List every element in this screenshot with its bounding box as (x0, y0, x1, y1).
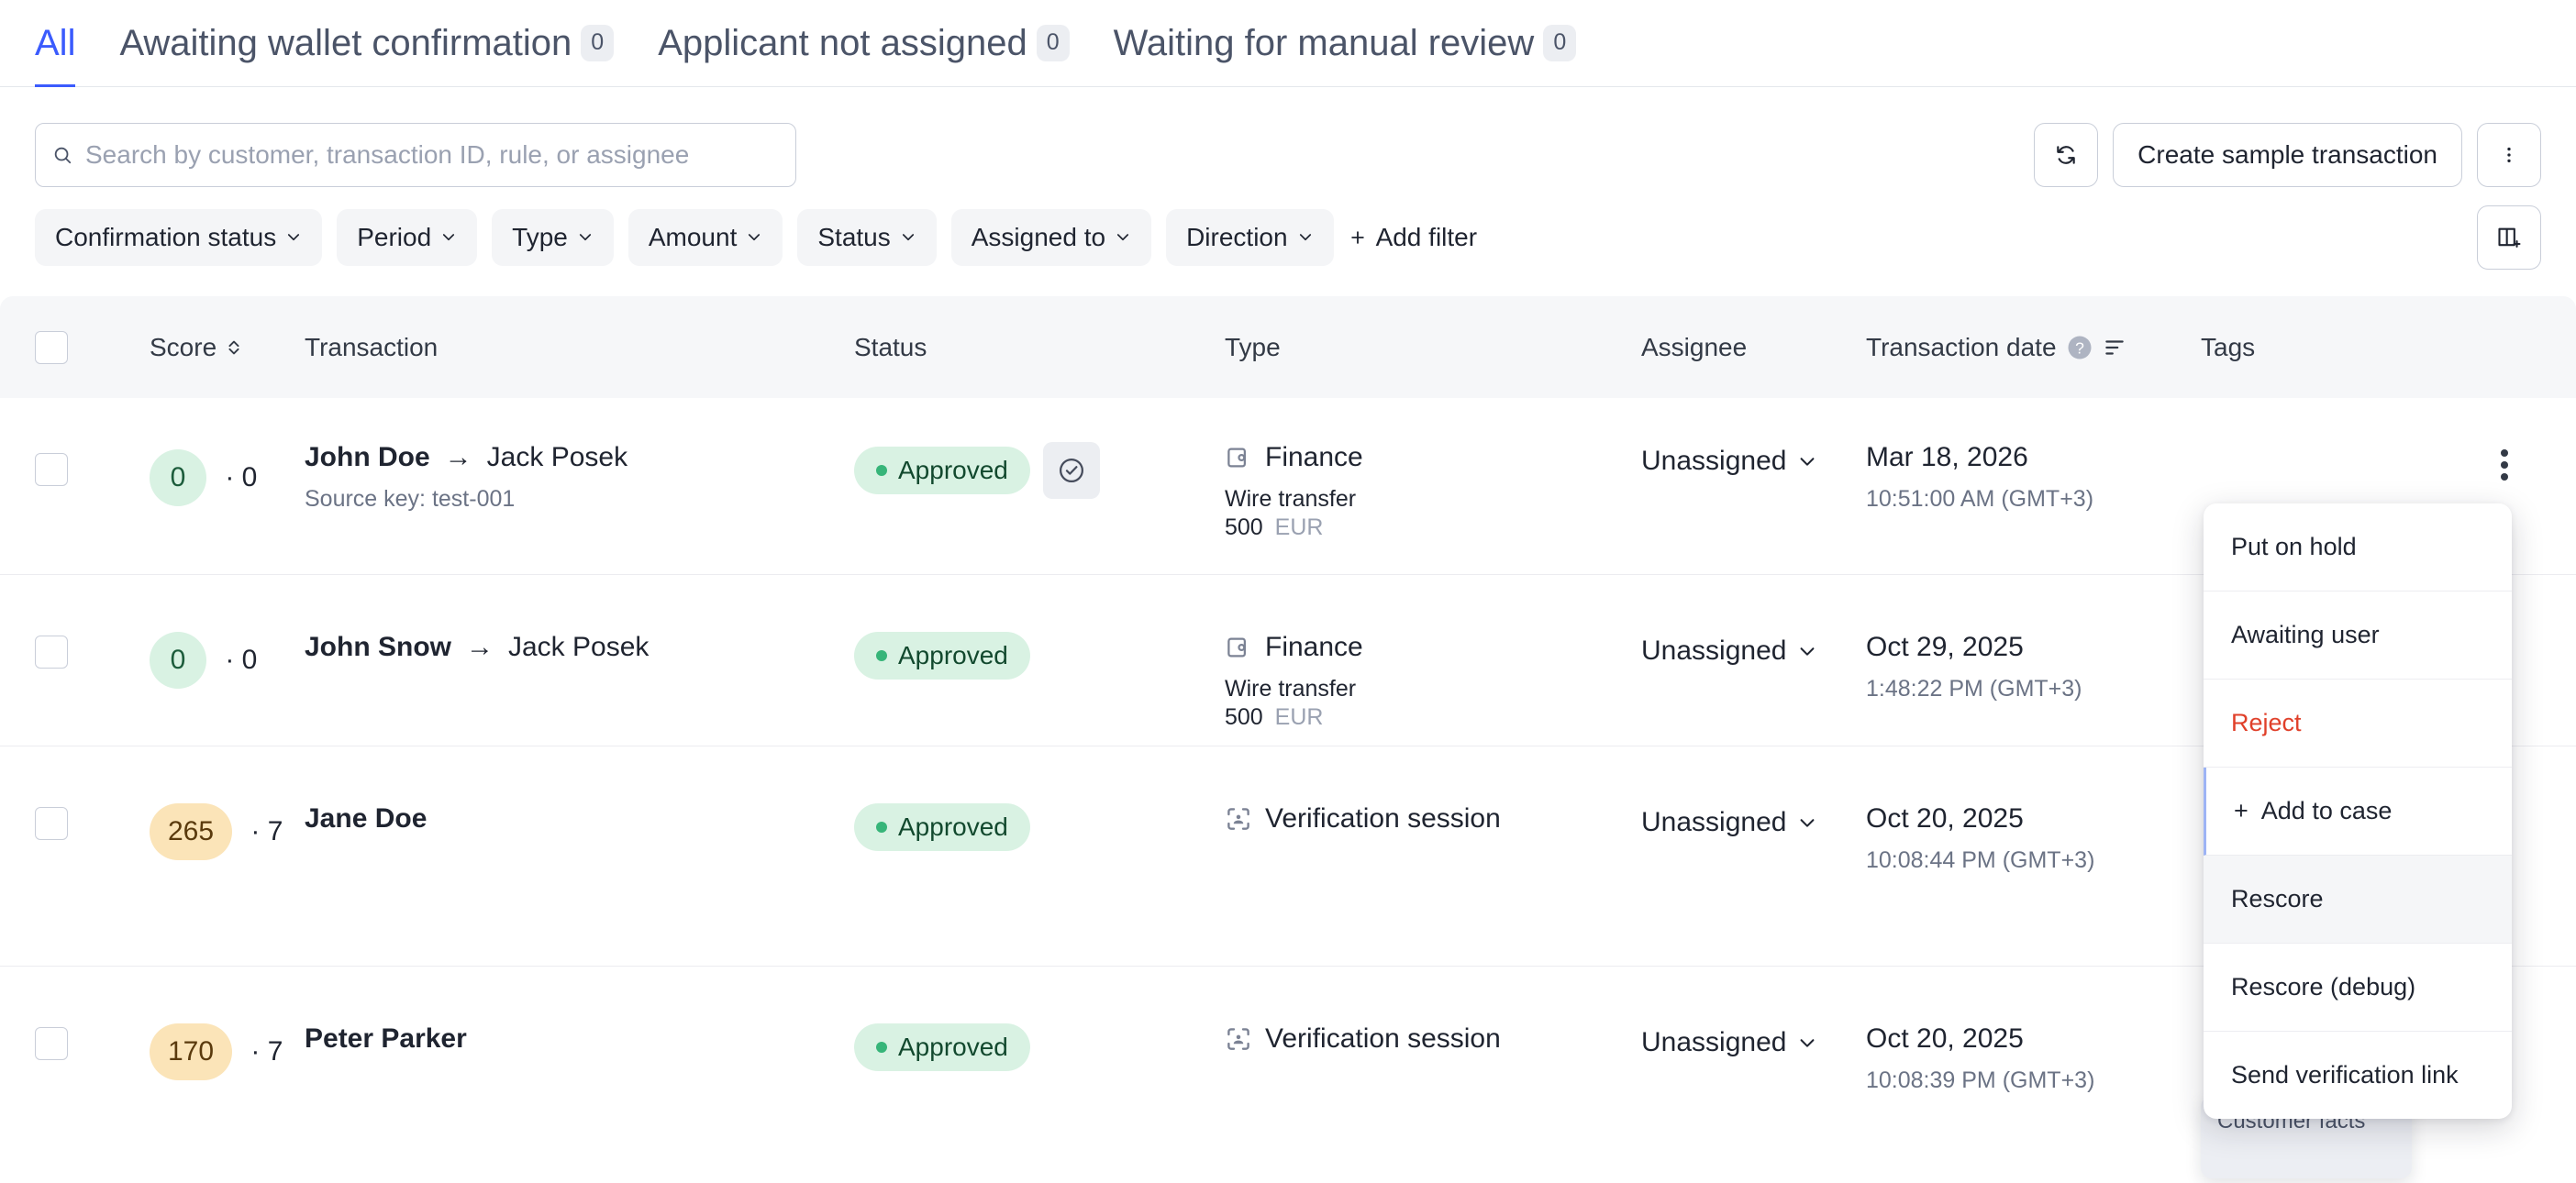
svg-text:?: ? (2075, 338, 2084, 357)
